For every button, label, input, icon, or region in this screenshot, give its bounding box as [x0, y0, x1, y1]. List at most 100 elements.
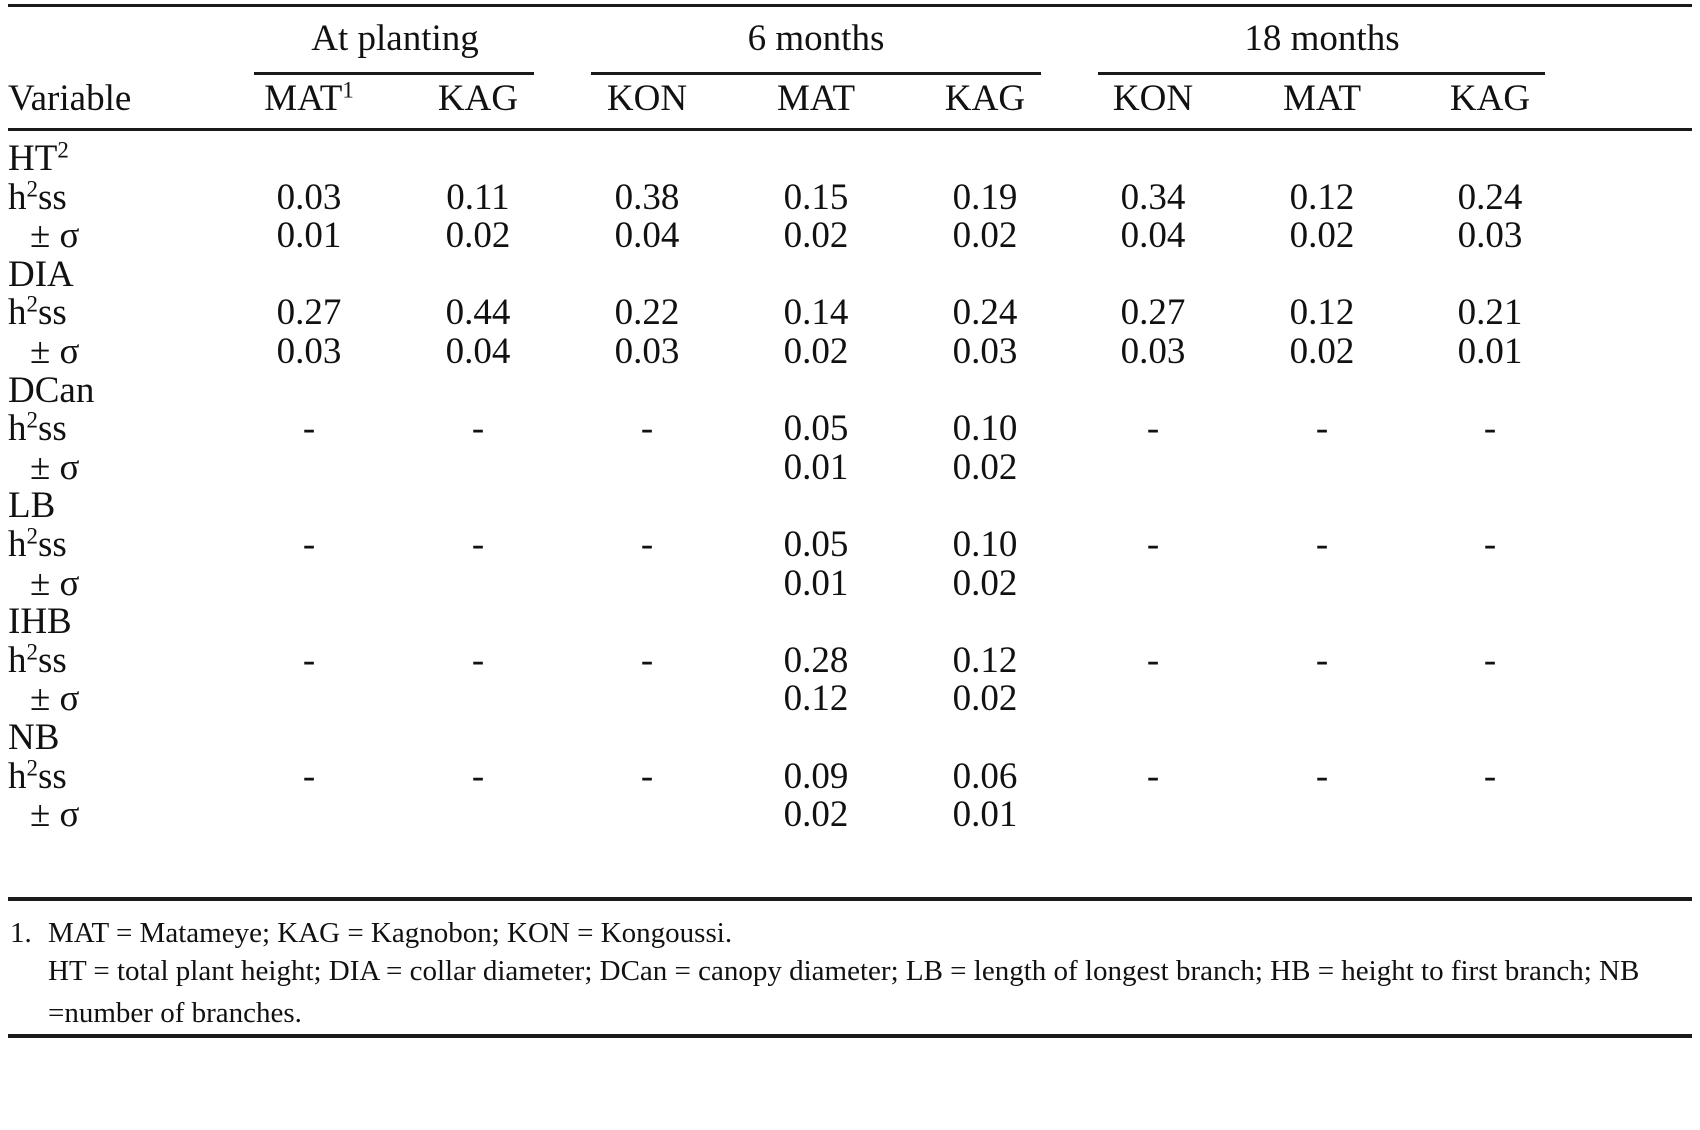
- h2ss-value: -: [1146, 408, 1160, 450]
- footnote-number: 1.: [10, 917, 32, 949]
- h2ss-value: 0.12: [952, 639, 1018, 681]
- h2ss-label-h: h: [8, 524, 27, 565]
- h2ss-value: -: [640, 408, 654, 450]
- variable-name-text: IHB: [8, 601, 72, 643]
- h2ss-value: 0.06: [952, 755, 1018, 797]
- group-header: At planting: [311, 18, 479, 59]
- sd-value: 0.01: [783, 562, 849, 604]
- column-header: KAG: [438, 80, 518, 117]
- h2ss-value: -: [1315, 524, 1329, 565]
- footnote-text: HT = total plant height; DIA = collar di…: [48, 955, 1640, 1030]
- h2ss-label-sup: 2: [26, 175, 38, 201]
- h2ss-value: 0.05: [783, 408, 849, 450]
- h2ss-value: 0.15: [783, 176, 849, 218]
- sd-value: 0.02: [783, 215, 849, 257]
- h2ss-value: -: [471, 524, 485, 565]
- sd-label: ± σ: [30, 794, 80, 836]
- column-header-label: KAG: [437, 78, 519, 119]
- sd-value: 0.01: [1457, 331, 1523, 372]
- h2ss-value: -: [302, 524, 316, 565]
- column-header: KAG: [1450, 80, 1530, 117]
- h2ss-label-ss: ss: [37, 639, 67, 681]
- sd-label: ± σ: [30, 562, 80, 604]
- group-header: 18 months: [1244, 18, 1400, 59]
- sd-label: ± σ: [30, 678, 80, 720]
- column-header-label: MAT: [1282, 78, 1362, 119]
- column-header: MAT: [777, 80, 855, 117]
- sd-value: 0.02: [1289, 215, 1355, 257]
- h2ss-label-h: h: [8, 755, 27, 797]
- h2ss-label-ss: ss: [37, 292, 67, 334]
- h2ss-value: -: [471, 755, 485, 797]
- h2ss-value: -: [471, 408, 485, 450]
- h2ss-value: 0.24: [1457, 176, 1523, 218]
- h2ss-label-sup: 2: [26, 291, 38, 317]
- variable-name: DIA: [8, 256, 74, 293]
- h2ss-label-ss: ss: [37, 755, 67, 797]
- footnote-text: MAT = Matameye; KAG = Kagnobon; KON = Ko…: [48, 917, 733, 949]
- footnote: 1. MAT = Matameye; KAG = Kagnobon; KON = …: [10, 912, 1695, 954]
- h2ss-value: -: [1146, 639, 1160, 681]
- sd-value: 0.02: [952, 215, 1018, 257]
- h2ss-label: h2ss: [8, 175, 67, 218]
- sd-label: ± σ: [30, 446, 80, 488]
- variable-name-text: NB: [8, 717, 60, 758]
- sd-value: 0.03: [952, 331, 1018, 372]
- h2ss-value: -: [1146, 524, 1160, 565]
- footnote: 2.HT = total plant height; DIA = collar …: [10, 950, 1700, 1034]
- footnote-marker: 2: [57, 137, 69, 163]
- h2ss-value: 0.12: [1289, 176, 1355, 218]
- group-underline: [254, 72, 534, 75]
- h2ss-label-h: h: [8, 176, 27, 218]
- h2ss-value: 0.44: [445, 292, 511, 334]
- column-header: KAG: [945, 80, 1025, 117]
- h2ss-label: h2ss: [8, 407, 67, 450]
- column-header: MAT1: [264, 77, 354, 117]
- h2ss-value: 0.27: [1120, 292, 1186, 334]
- footnote-number: 2.: [10, 950, 48, 992]
- column-header-label: KAG: [1449, 78, 1531, 119]
- h2ss-value: 0.34: [1120, 176, 1186, 218]
- top-rule: [8, 4, 1692, 7]
- h2ss-label-ss: ss: [37, 408, 67, 450]
- variable-name-text: LB: [8, 485, 56, 527]
- h2ss-label-sup: 2: [26, 407, 38, 433]
- h2ss-value: -: [640, 639, 654, 681]
- h2ss-label-sup: 2: [26, 754, 38, 780]
- h2ss-value: -: [640, 755, 654, 797]
- body-bottom-rule: [8, 897, 1692, 901]
- variable-name: LB: [8, 487, 55, 524]
- h2ss-label-h: h: [8, 639, 27, 681]
- sd-value: 0.01: [952, 794, 1018, 836]
- h2ss-value: -: [1146, 755, 1160, 797]
- h2ss-value: 0.28: [783, 639, 849, 681]
- sd-value: 0.01: [783, 446, 849, 488]
- variable-name-text: DCan: [8, 369, 95, 411]
- column-header: KON: [1113, 80, 1193, 117]
- variable-name-text: HT: [8, 138, 58, 179]
- column-header: MAT: [1283, 80, 1361, 117]
- h2ss-label-h: h: [8, 292, 27, 334]
- variable-name: HT2: [8, 137, 69, 179]
- h2ss-label-ss: ss: [37, 176, 67, 218]
- footnote-marker: 1: [342, 77, 354, 103]
- h2ss-label-ss: ss: [37, 524, 67, 565]
- h2ss-value: 0.14: [783, 292, 849, 334]
- sd-value: 0.03: [614, 331, 680, 372]
- h2ss-label: h2ss: [8, 754, 67, 797]
- h2ss-label-sup: 2: [26, 639, 38, 665]
- sd-value: 0.12: [783, 678, 849, 720]
- variable-name-text: DIA: [8, 253, 74, 295]
- h2ss-value: 0.19: [952, 176, 1018, 218]
- h2ss-value: 0.38: [614, 176, 680, 218]
- h2ss-value: -: [1315, 639, 1329, 681]
- sd-label: ± σ: [30, 331, 80, 372]
- sd-value: 0.02: [952, 678, 1018, 720]
- sd-value: 0.03: [1457, 215, 1523, 257]
- sd-label: ± σ: [30, 215, 80, 257]
- h2ss-value: 0.03: [276, 176, 342, 218]
- h2ss-label: h2ss: [8, 639, 67, 681]
- h2ss-value: -: [302, 755, 316, 797]
- column-header-label: KAG: [944, 78, 1026, 119]
- header-rule: [8, 128, 1692, 131]
